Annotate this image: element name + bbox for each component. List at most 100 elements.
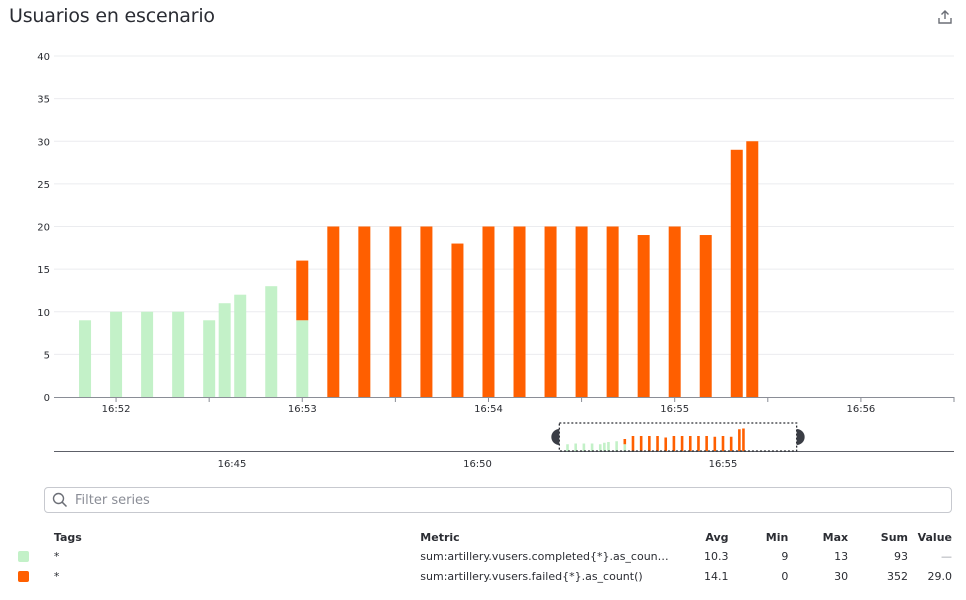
- y-tick-label: 20: [37, 223, 50, 234]
- grid-lines: [54, 55, 954, 355]
- x-axis: 16:52 16:53 16:54 16:55 16:56: [54, 397, 955, 415]
- export-button[interactable]: [934, 6, 956, 28]
- legend-swatch-header: [18, 528, 54, 546]
- navigator-selection[interactable]: [558, 422, 798, 452]
- legend-max: 30: [834, 569, 849, 583]
- navigator-bar: [623, 444, 627, 451]
- export-share-icon: [938, 10, 952, 24]
- legend-value: —: [941, 549, 952, 563]
- bar: [730, 149, 743, 397]
- bar: [746, 141, 759, 397]
- bar: [172, 311, 185, 397]
- navigator-bar: [680, 436, 684, 451]
- page-title: Usuarios en escenario: [9, 5, 215, 27]
- bars: [79, 141, 759, 397]
- navigator-handle-left[interactable]: [551, 429, 560, 445]
- navigator-bar: [742, 428, 745, 451]
- bar: [389, 226, 402, 397]
- bar: [420, 226, 433, 397]
- legend-header-metric[interactable]: Metric: [420, 530, 460, 544]
- y-tick-label: 0: [44, 393, 50, 404]
- legend-table: Tags Metric Avg Min Max Sum Value * sum:…: [18, 528, 952, 586]
- navigator-bar: [598, 444, 602, 451]
- legend-header-tags[interactable]: Tags: [53, 530, 82, 544]
- filter-series-input[interactable]: [75, 492, 951, 508]
- bar: [218, 303, 231, 397]
- legend-tag: *: [53, 549, 60, 563]
- bar: [265, 286, 278, 397]
- navigator-bar: [566, 444, 569, 451]
- legend-avg: 10.3: [704, 549, 729, 563]
- bar: [234, 294, 247, 397]
- bar: [79, 320, 92, 397]
- bar: [544, 226, 557, 397]
- y-tick-label: 10: [37, 308, 50, 319]
- bar: [575, 226, 588, 397]
- bar: [203, 320, 216, 397]
- y-axis-labels: 0 5 10 15 20 25 30 35 40: [37, 52, 50, 404]
- navigator-bar: [721, 436, 725, 451]
- legend-header-max[interactable]: Max: [822, 530, 849, 544]
- legend-value: 29.0: [927, 569, 953, 583]
- legend-min: 0: [781, 569, 789, 583]
- series-color-swatch[interactable]: [18, 551, 29, 562]
- navigator-bar: [729, 436, 733, 451]
- navigator-bar: [705, 436, 708, 451]
- navigator-tick-label: 16:45: [218, 459, 247, 470]
- navigator-bar: [574, 443, 577, 451]
- y-tick-label: 40: [37, 52, 50, 63]
- legend-row-completed[interactable]: * sum:artillery.vusers.completed{*}.as_c…: [18, 546, 952, 566]
- series-color-swatch[interactable]: [18, 571, 29, 582]
- navigator-bar: [713, 436, 717, 451]
- navigator-bar: [648, 436, 651, 451]
- legend-header-min[interactable]: Min: [765, 530, 789, 544]
- navigator-tick-label: 16:55: [709, 459, 738, 470]
- navigator-bar: [639, 436, 643, 451]
- y-tick-label: 35: [37, 95, 50, 106]
- legend-header-sum[interactable]: Sum: [880, 530, 908, 544]
- navigator-bar: [590, 443, 594, 451]
- bar: [296, 320, 309, 397]
- navigator-bar: [664, 437, 668, 451]
- bar: [699, 235, 712, 397]
- navigator-bar: [607, 442, 610, 451]
- navigator-bar: [697, 436, 700, 451]
- navigator-bar: [672, 436, 676, 451]
- navigator: 16:45 16:50 16:55: [54, 422, 954, 470]
- x-tick-label: 16:54: [474, 404, 503, 415]
- x-tick-label: 16:56: [846, 404, 875, 415]
- bar: [513, 226, 526, 397]
- x-tick-label: 16:55: [660, 404, 689, 415]
- bar: [637, 235, 650, 397]
- navigator-tick-label: 16:50: [463, 459, 492, 470]
- y-tick-label: 30: [37, 137, 50, 148]
- y-tick-label: 5: [44, 350, 50, 361]
- navigator-handle-right[interactable]: [796, 429, 805, 445]
- filter-series-field[interactable]: [44, 487, 952, 513]
- y-tick-label: 25: [37, 180, 50, 191]
- search-icon: [45, 492, 75, 508]
- legend-row-failed[interactable]: * sum:artillery.vusers.failed{*}.as_coun…: [18, 566, 952, 586]
- navigator-bar: [738, 429, 741, 451]
- legend-header-value[interactable]: Value: [917, 530, 952, 544]
- legend-min: 9: [781, 549, 789, 563]
- bar: [110, 311, 123, 397]
- navigator-bar: [631, 436, 635, 451]
- legend-metric: sum:artillery.vusers.completed{*}.as_cou…: [420, 549, 669, 563]
- navigator-bar: [582, 443, 586, 451]
- legend-sum: 93: [893, 549, 908, 563]
- legend-header-avg[interactable]: Avg: [705, 530, 729, 544]
- navigator-bar: [656, 436, 659, 451]
- bar: [482, 226, 495, 397]
- x-tick-label: 16:53: [288, 404, 317, 415]
- bar: [141, 311, 154, 397]
- legend-header-row: Tags Metric Avg Min Max Sum Value: [18, 528, 952, 546]
- bar: [451, 243, 464, 397]
- legend-sum: 352: [886, 569, 908, 583]
- bar: [606, 226, 619, 397]
- navigator-bar: [688, 436, 692, 451]
- navigator-bar: [623, 439, 627, 445]
- bar: [358, 226, 371, 397]
- y-tick-label: 15: [37, 265, 50, 276]
